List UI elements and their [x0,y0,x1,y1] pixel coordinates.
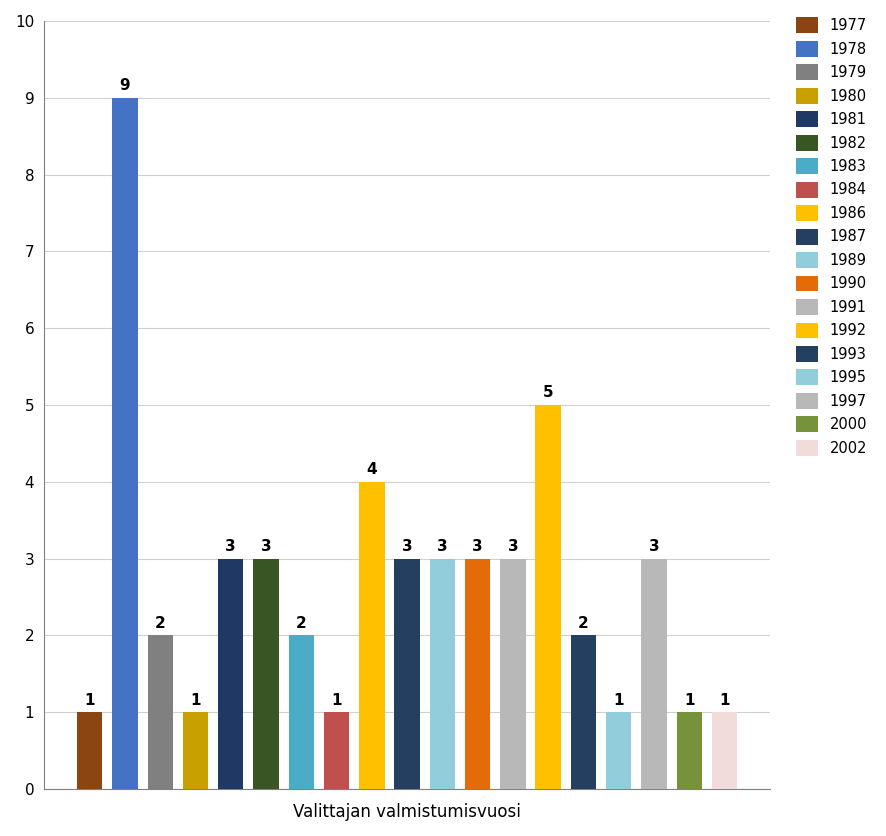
Text: 2: 2 [155,616,166,631]
Bar [359,482,385,789]
Bar [606,712,632,789]
Text: 1: 1 [84,693,95,708]
Bar [501,558,525,789]
Text: 4: 4 [367,462,377,477]
Text: 2: 2 [296,616,307,631]
Text: 1: 1 [331,693,342,708]
Bar [183,712,208,789]
Bar [218,558,244,789]
Bar [289,635,314,789]
Text: 3: 3 [508,539,518,554]
Text: 2: 2 [578,616,589,631]
Legend: 1977, 1978, 1979, 1980, 1981, 1982, 1983, 1984, 1986, 1987, 1989, 1990, 1991, 19: 1977, 1978, 1979, 1980, 1981, 1982, 1983… [792,13,872,460]
Bar [113,98,137,789]
Bar [465,558,490,789]
Bar [253,558,279,789]
Bar [641,558,666,789]
Text: 3: 3 [649,539,659,554]
Bar [324,712,349,789]
Text: 1: 1 [190,693,201,708]
Bar [430,558,455,789]
Text: 3: 3 [437,539,447,554]
Text: 5: 5 [543,385,554,400]
Bar [571,635,596,789]
Bar [394,558,420,789]
Text: 3: 3 [472,539,483,554]
Bar [711,712,737,789]
Text: 1: 1 [684,693,695,708]
Bar [535,405,561,789]
Bar [77,712,103,789]
Text: 1: 1 [613,693,624,708]
Bar [147,635,173,789]
Bar [677,712,702,789]
Text: 3: 3 [401,539,412,554]
Text: 3: 3 [260,539,271,554]
Text: 9: 9 [120,79,130,93]
X-axis label: Valittajan valmistumisvuosi: Valittajan valmistumisvuosi [293,803,521,821]
Text: 3: 3 [225,539,236,554]
Text: 1: 1 [719,693,730,708]
